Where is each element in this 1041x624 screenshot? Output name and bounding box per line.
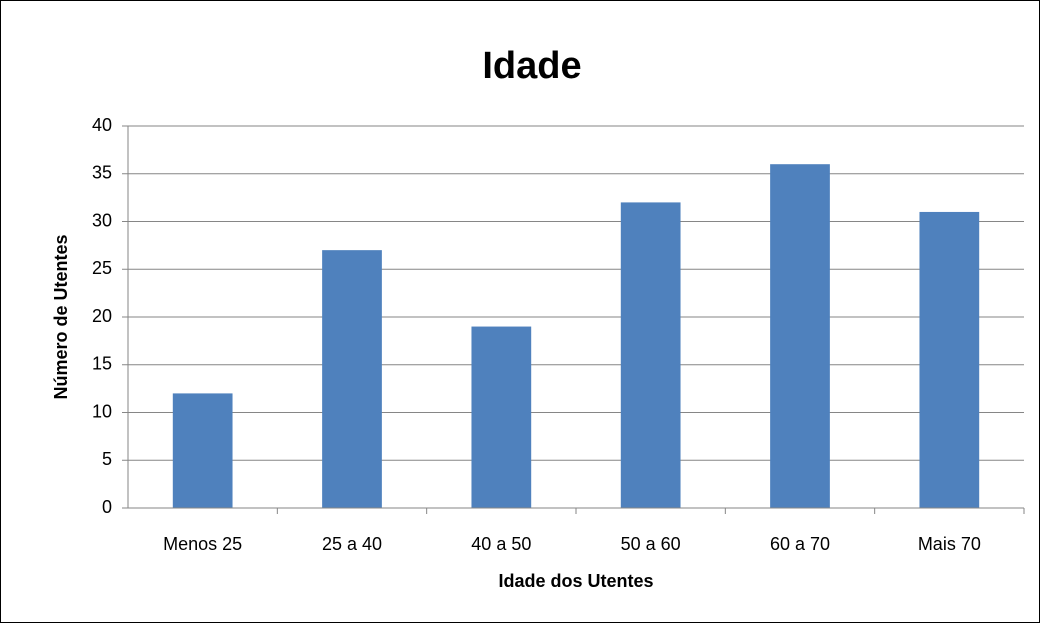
y-tick-label: 20 <box>92 306 112 326</box>
x-tick-label: 25 a 40 <box>322 534 382 554</box>
y-tick-label: 10 <box>92 401 112 421</box>
x-axis-title: Idade dos Utentes <box>498 571 653 591</box>
bar <box>620 202 681 508</box>
chart-title: Idade <box>482 45 581 87</box>
y-tick-label: 30 <box>92 210 112 230</box>
bar <box>770 164 830 508</box>
y-tick-label: 15 <box>92 354 112 374</box>
bar <box>471 326 532 508</box>
bar <box>172 393 233 508</box>
x-tick-label: 40 a 50 <box>471 534 531 554</box>
y-tick-label: 35 <box>92 163 112 183</box>
x-tick-label: Mais 70 <box>918 534 981 554</box>
y-tick-label: 40 <box>92 115 112 135</box>
bar <box>322 250 382 508</box>
x-tick-label: 60 a 70 <box>770 534 830 554</box>
x-tick-label: Menos 25 <box>163 534 242 554</box>
y-axis-title: Número de Utentes <box>51 234 71 399</box>
bar <box>919 211 980 508</box>
y-tick-label: 5 <box>102 449 112 469</box>
y-tick-label: 0 <box>102 497 112 517</box>
y-tick-label: 25 <box>92 258 112 278</box>
x-tick-label: 50 a 60 <box>621 534 681 554</box>
